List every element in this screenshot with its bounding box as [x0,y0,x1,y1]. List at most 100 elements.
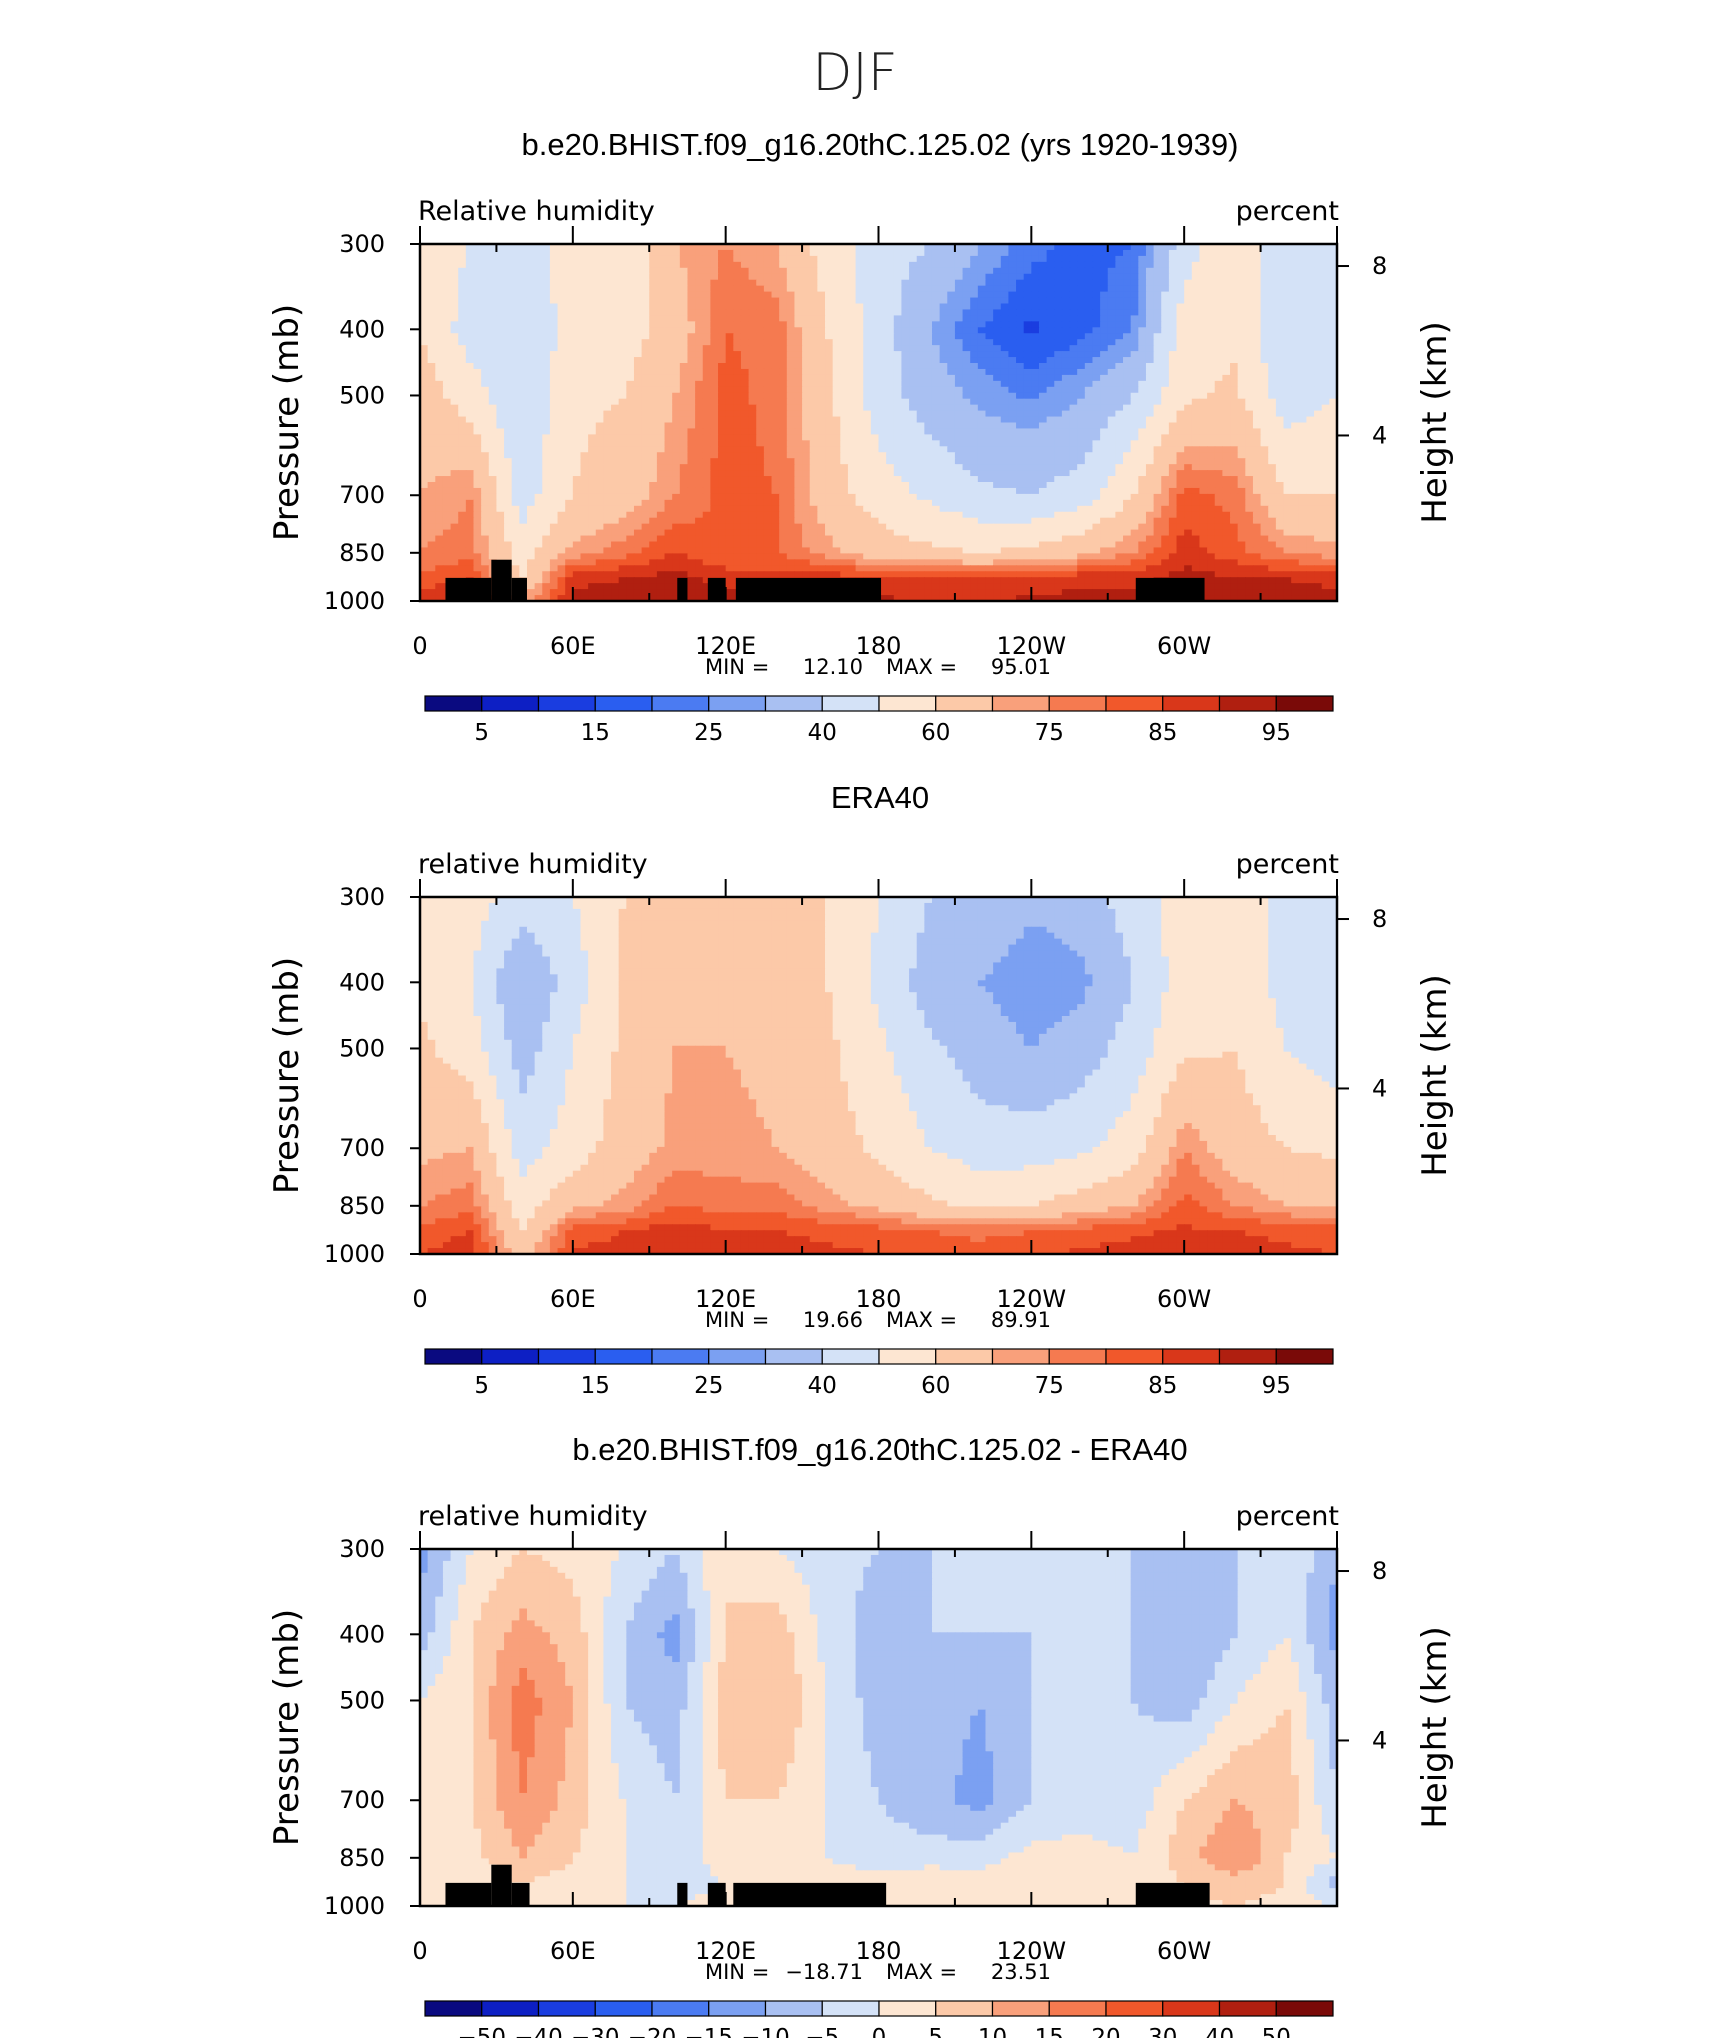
contour-cell [740,464,750,471]
contour-cell [718,440,727,447]
contour-cell [420,345,429,352]
contour-cell [565,267,574,275]
contour-cell [771,482,780,489]
contour-cell [595,321,604,328]
contour-cell [1008,446,1017,453]
contour-cell [710,351,719,358]
contour-cell [909,357,918,364]
contour-cell [1237,357,1246,364]
contour-cell [633,368,643,376]
contour-cell [1268,255,1277,263]
contour-cell [473,351,482,358]
contour-cell [832,273,841,281]
contour-cell [641,374,650,382]
contour-cell [931,404,941,412]
contour-cell [847,470,857,477]
contour-cell [756,392,765,400]
contour-cell [748,374,757,382]
contour-cell [893,482,903,489]
contour-cell [1207,279,1216,287]
contour-cell [595,416,604,424]
contour-cell [526,327,536,334]
contour-cell [473,458,482,465]
contour-cell [1023,416,1032,424]
contour-cell [985,297,994,305]
contour-cell [1145,244,1155,251]
contour-cell [1314,398,1323,406]
contour-cell [1031,410,1040,418]
contour-cell [633,487,643,495]
contour-cell [656,351,666,358]
contour-cell [1314,327,1323,334]
contour-cell [1100,297,1109,305]
contour-cell [420,380,429,388]
contour-cell [733,345,742,352]
contour-cell [1153,267,1162,275]
contour-cell [1092,345,1101,352]
contour-cell [565,285,574,293]
contour-cell [870,410,880,418]
contour-cell [771,428,780,435]
contour-cell [664,339,673,346]
contour-cell [1008,428,1017,435]
contour-cell [656,327,666,334]
contour-cell [526,386,536,394]
contour-cell [1298,470,1308,477]
contour-cell [549,386,559,394]
contour-cell [1145,482,1155,489]
contour-cell [1237,363,1246,370]
contour-cell [427,357,436,364]
contour-cell [435,470,444,477]
contour-cell [786,249,796,257]
contour-cell [473,279,482,287]
contour-cell [1291,434,1300,441]
contour-cell [1107,440,1116,447]
contour-cell [595,368,604,376]
contour-cell [580,428,589,435]
contour-cell [1153,244,1162,251]
contour-cell [1138,440,1147,447]
contour-cell [1000,315,1010,322]
contour-cell [931,363,941,370]
contour-cell [779,345,788,352]
contour-cell [840,416,849,424]
contour-cell [1230,392,1239,400]
contour-cell [580,380,589,388]
contour-cell [588,422,597,430]
contour-cell [924,309,933,316]
contour-cell [1138,303,1147,311]
contour-cell [825,464,834,471]
contour-cell [977,470,987,477]
contour-cell [1306,273,1315,281]
contour-cell [985,368,994,376]
contour-cell [427,345,436,352]
contour-cell [947,309,956,316]
contour-cell [641,255,650,263]
contour-cell [916,285,925,293]
contour-cell [832,303,841,311]
contour-cell [595,255,604,263]
contour-cell [733,303,742,311]
contour-cell [1100,321,1109,328]
contour-cell [611,285,620,293]
contour-cell [664,309,673,316]
contour-cell [909,291,918,299]
contour-cell [954,255,964,263]
contour-cell [1329,339,1338,346]
contour-cell [641,321,650,328]
contour-cell [1168,309,1178,316]
contour-cell [549,434,559,441]
contour-cell [1329,386,1338,394]
contour-cell [1321,398,1330,406]
contour-cell [565,244,574,251]
contour-cell [771,327,780,334]
contour-cell [481,482,490,489]
contour-cell [458,255,467,263]
contour-cell [465,422,475,430]
contour-cell [488,351,498,358]
contour-cell [1176,446,1185,453]
contour-cell [1329,267,1338,275]
contour-cell [809,321,818,328]
contour-cell [1329,446,1338,453]
contour-cell [993,476,1002,483]
